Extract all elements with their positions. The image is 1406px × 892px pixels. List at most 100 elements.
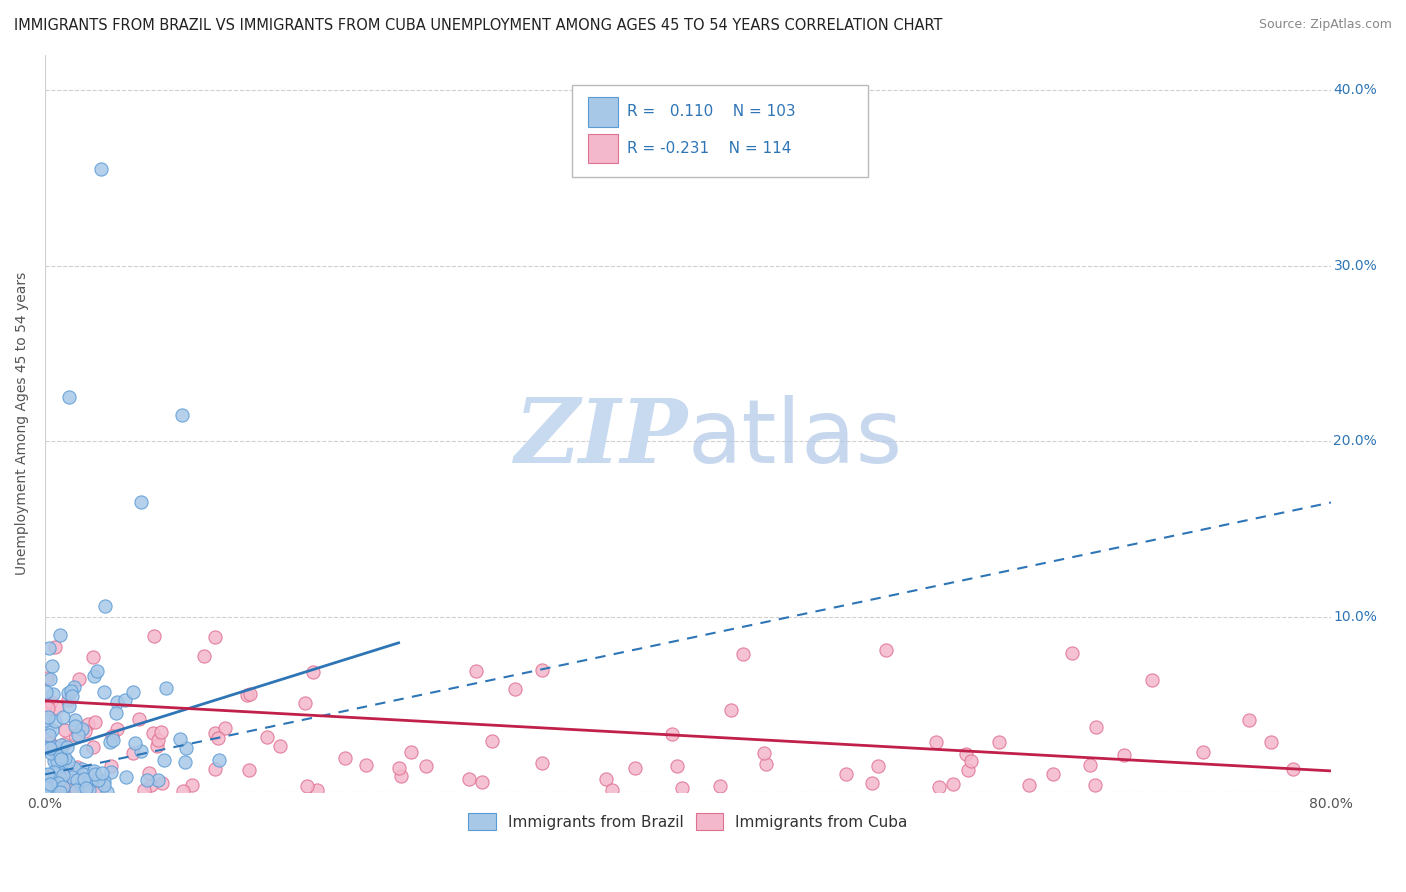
- Point: [204, 726, 226, 740]
- Point: [62, 770, 84, 784]
- Point: [65, 780, 87, 795]
- Point: [72, 767, 94, 781]
- Point: [100, 765, 122, 780]
- Point: [295, 779, 318, 793]
- Point: [387, 761, 409, 775]
- Text: 20.0%: 20.0%: [1333, 434, 1378, 448]
- Point: [959, 754, 981, 768]
- Point: [214, 721, 236, 735]
- Point: [131, 744, 153, 758]
- Point: [481, 733, 503, 747]
- Text: 40.0%: 40.0%: [1333, 83, 1378, 97]
- Point: [67, 728, 90, 742]
- Point: [204, 630, 226, 644]
- Point: [37, 766, 59, 780]
- Point: [733, 647, 755, 661]
- Point: [56, 739, 79, 754]
- Point: [1084, 778, 1107, 792]
- Text: Source: ZipAtlas.com: Source: ZipAtlas.com: [1258, 18, 1392, 31]
- Point: [988, 735, 1011, 749]
- Point: [35, 713, 58, 727]
- Point: [52, 737, 75, 751]
- Point: [595, 772, 617, 787]
- Text: R = -0.231    N = 114: R = -0.231 N = 114: [627, 141, 792, 156]
- Point: [755, 756, 778, 771]
- Point: [150, 776, 173, 790]
- Point: [48, 751, 70, 765]
- Point: [530, 663, 553, 677]
- Point: [465, 665, 488, 679]
- Point: [142, 629, 165, 643]
- Point: [86, 780, 108, 795]
- Y-axis label: Unemployment Among Ages 45 to 54 years: Unemployment Among Ages 45 to 54 years: [15, 272, 30, 575]
- Point: [204, 762, 226, 776]
- Point: [82, 650, 104, 665]
- Point: [239, 687, 262, 701]
- Point: [39, 741, 62, 756]
- Text: R =   0.110    N = 103: R = 0.110 N = 103: [627, 104, 796, 120]
- Text: IMMIGRANTS FROM BRAZIL VS IMMIGRANTS FROM CUBA UNEMPLOYMENT AMONG AGES 45 TO 54 : IMMIGRANTS FROM BRAZIL VS IMMIGRANTS FRO…: [14, 18, 942, 33]
- Point: [70, 781, 93, 796]
- Text: 10.0%: 10.0%: [1333, 609, 1378, 624]
- Point: [49, 771, 72, 785]
- Point: [77, 782, 100, 797]
- Point: [1062, 647, 1084, 661]
- Point: [121, 685, 143, 699]
- Point: [42, 778, 65, 792]
- Point: [59, 683, 82, 698]
- Point: [172, 784, 194, 798]
- Point: [77, 771, 100, 785]
- FancyBboxPatch shape: [588, 97, 619, 127]
- Point: [942, 777, 965, 791]
- Point: [49, 780, 72, 795]
- Point: [957, 763, 980, 777]
- Point: [84, 766, 107, 780]
- Point: [169, 731, 191, 746]
- Legend: Immigrants from Brazil, Immigrants from Cuba: Immigrants from Brazil, Immigrants from …: [463, 807, 914, 836]
- Point: [39, 746, 62, 760]
- Point: [46, 780, 69, 795]
- Point: [91, 766, 114, 780]
- Point: [1192, 745, 1215, 759]
- Point: [671, 780, 693, 795]
- Point: [42, 776, 65, 790]
- Point: [860, 776, 883, 790]
- Point: [45, 701, 67, 715]
- Point: [42, 764, 65, 779]
- Point: [1239, 714, 1261, 728]
- Point: [114, 693, 136, 707]
- Point: [181, 778, 204, 792]
- Point: [53, 751, 76, 765]
- Point: [93, 773, 115, 788]
- Point: [208, 754, 231, 768]
- Point: [41, 773, 63, 788]
- Point: [39, 773, 62, 788]
- Point: [709, 779, 731, 793]
- Point: [37, 701, 59, 715]
- Point: [73, 772, 96, 786]
- Point: [35, 783, 58, 797]
- Point: [93, 779, 115, 793]
- Point: [76, 777, 98, 791]
- Point: [49, 784, 72, 798]
- Point: [56, 692, 79, 706]
- Text: 30.0%: 30.0%: [1333, 259, 1378, 273]
- Point: [44, 714, 66, 728]
- Point: [122, 746, 145, 760]
- Point: [87, 774, 110, 789]
- Point: [56, 767, 79, 781]
- Point: [665, 759, 688, 773]
- Point: [80, 772, 103, 787]
- Point: [955, 747, 977, 761]
- Point: [105, 723, 128, 737]
- Point: [356, 757, 378, 772]
- Point: [70, 762, 93, 776]
- Point: [98, 735, 121, 749]
- Point: [52, 780, 75, 794]
- Point: [34, 712, 56, 726]
- Point: [868, 758, 890, 772]
- Point: [41, 695, 63, 709]
- Point: [925, 735, 948, 749]
- Point: [58, 755, 80, 769]
- Point: [41, 659, 63, 673]
